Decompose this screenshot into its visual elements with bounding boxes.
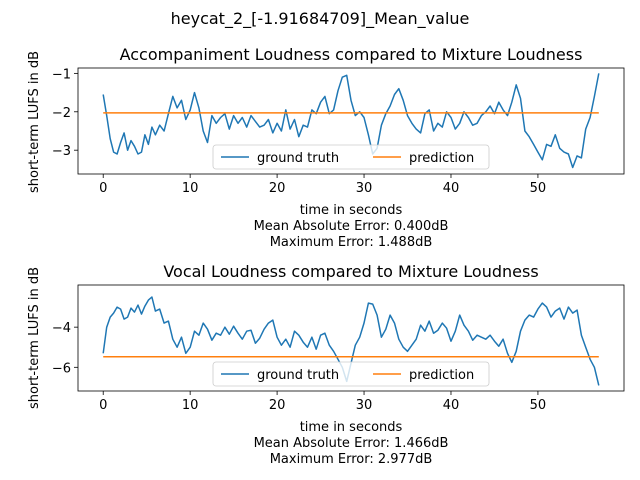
accompaniment-x-tick-label: 10 <box>182 181 199 196</box>
vocal-x-tick-label: 40 <box>443 398 460 413</box>
accompaniment-chart-title: Accompaniment Loudness compared to Mixtu… <box>120 45 583 64</box>
vocal-y-tick-label: −4 <box>52 321 71 336</box>
vocal-x-tick-label: 20 <box>269 398 286 413</box>
accompaniment-max-error-note: Maximum Error: 1.488dB <box>270 235 433 250</box>
vocal-legend-label-prediction: prediction <box>409 368 474 383</box>
accompaniment-x-tick-label: 20 <box>269 181 286 196</box>
accompaniment-x-tick-label: 40 <box>443 181 460 196</box>
vocal-legend-label-ground-truth: ground truth <box>257 368 339 383</box>
vocal-legend: ground truth prediction <box>212 361 490 387</box>
accompaniment-panel: Accompaniment Loudness compared to Mixtu… <box>27 45 625 250</box>
accompaniment-x-tick-label: 50 <box>530 181 547 196</box>
vocal-y-tick-label: −6 <box>52 361 71 376</box>
accompaniment-series-ground-truth <box>102 73 600 169</box>
accompaniment-legend-label-ground-truth: ground truth <box>257 151 339 166</box>
accompaniment-x-tick-label: 30 <box>356 181 373 196</box>
accompaniment-axes-frame <box>77 67 625 175</box>
accompaniment-y-tick-label: −3 <box>52 144 71 159</box>
accompaniment-y-axis-label: short-term LUFS in dB <box>27 51 42 193</box>
vocal-axes-frame <box>77 284 625 392</box>
vocal-plot-area: 0 10 20 30 40 50 −6 −4 ground truth prediction <box>52 284 625 413</box>
vocal-x-tick-label: 30 <box>356 398 373 413</box>
vocal-x-tick-label: 0 <box>99 398 107 413</box>
vocal-x-tick-label: 50 <box>530 398 547 413</box>
accompaniment-legend: ground truth prediction <box>212 144 490 170</box>
vocal-legend-box <box>212 361 490 387</box>
vocal-x-tick-label: 10 <box>182 398 199 413</box>
vocal-x-axis-label: time in seconds <box>300 420 403 435</box>
accompaniment-y-tick-label: −2 <box>52 106 71 121</box>
accompaniment-x-axis-label: time in seconds <box>300 203 403 218</box>
accompaniment-mean-error-note: Mean Absolute Error: 0.400dB <box>254 219 449 234</box>
vocal-y-axis-label: short-term LUFS in dB <box>27 267 42 409</box>
vocal-panel: Vocal Loudness compared to Mixture Loudn… <box>27 262 625 467</box>
accompaniment-y-tick-label: −1 <box>52 67 71 82</box>
vocal-chart-title: Vocal Loudness compared to Mixture Loudn… <box>163 262 538 281</box>
vocal-max-error-note: Maximum Error: 2.977dB <box>270 452 433 467</box>
figure-suptitle: heycat_2_[-1.91684709]_Mean_value <box>171 9 470 29</box>
accompaniment-plot-area: 0 10 20 30 40 50 −3 −2 −1 ground truth prediction <box>52 67 625 196</box>
vocal-mean-error-note: Mean Absolute Error: 1.466dB <box>254 436 449 451</box>
accompaniment-legend-box <box>212 144 490 170</box>
accompaniment-legend-label-prediction: prediction <box>409 151 474 166</box>
accompaniment-x-tick-label: 0 <box>99 181 107 196</box>
